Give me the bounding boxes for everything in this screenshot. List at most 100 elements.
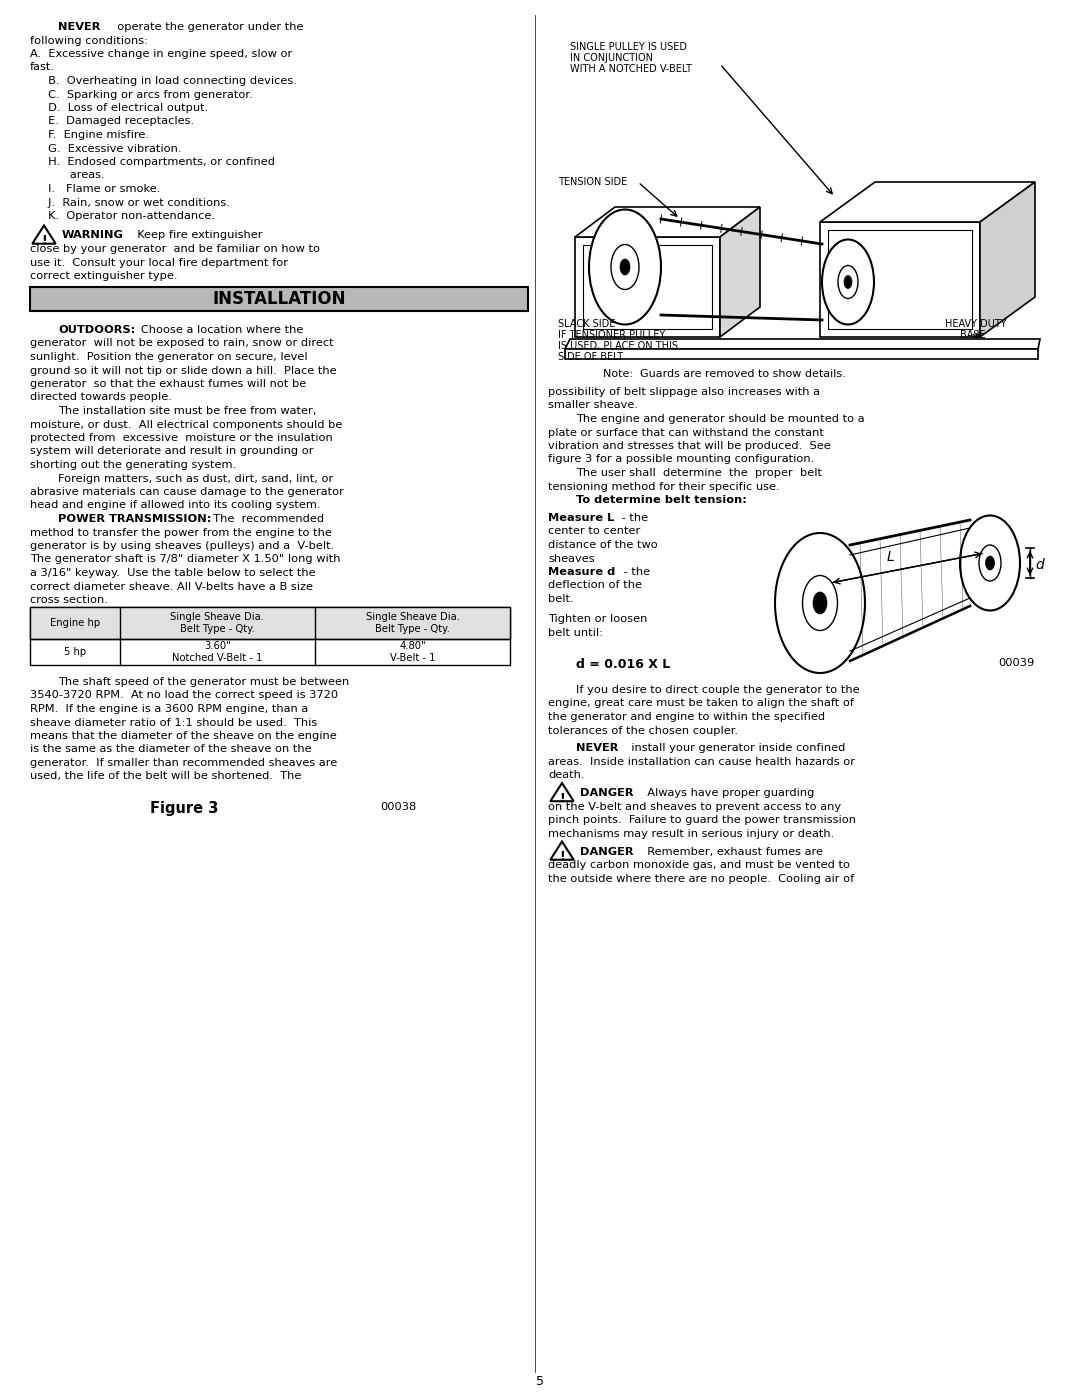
Text: close by your generator  and be familiar on how to: close by your generator and be familiar … — [30, 244, 320, 254]
Text: deadly carbon monoxide gas, and must be vented to: deadly carbon monoxide gas, and must be … — [548, 861, 850, 870]
Text: Measure L: Measure L — [548, 513, 615, 522]
Text: HEAVY DUTY: HEAVY DUTY — [945, 319, 1007, 330]
Text: F.  Engine misfire.: F. Engine misfire. — [30, 130, 149, 140]
Text: To determine belt tension:: To determine belt tension: — [576, 495, 747, 504]
Text: a 3/16" keyway.  Use the table below to select the: a 3/16" keyway. Use the table below to s… — [30, 569, 315, 578]
Text: The engine and generator should be mounted to a: The engine and generator should be mount… — [576, 414, 865, 425]
Text: following conditions:: following conditions: — [30, 35, 148, 46]
Bar — [575, 237, 720, 337]
Text: A.  Excessive change in engine speed, slow or: A. Excessive change in engine speed, slo… — [30, 49, 293, 59]
Text: sheaves: sheaves — [548, 553, 595, 563]
Text: tensioning method for their specific use.: tensioning method for their specific use… — [548, 482, 780, 492]
Text: generator  will not be exposed to rain, snow or direct: generator will not be exposed to rain, s… — [30, 338, 334, 348]
Text: C.  Sparking or arcs from generator.: C. Sparking or arcs from generator. — [30, 89, 253, 99]
Text: If you desire to direct couple the generator to the: If you desire to direct couple the gener… — [576, 685, 860, 694]
Ellipse shape — [822, 239, 874, 324]
Text: Tighten or loosen: Tighten or loosen — [548, 615, 647, 624]
Text: WITH A NOTCHED V-BELT: WITH A NOTCHED V-BELT — [570, 64, 692, 74]
Text: DANGER: DANGER — [580, 788, 634, 798]
Text: belt.: belt. — [548, 594, 573, 604]
Bar — [828, 231, 972, 330]
Text: d = 0.016 X L: d = 0.016 X L — [576, 658, 671, 671]
Text: generator is by using sheaves (pulleys) and a  V-belt.: generator is by using sheaves (pulleys) … — [30, 541, 334, 550]
Text: Keep fire extinguisher: Keep fire extinguisher — [130, 231, 262, 240]
Text: shorting out the generating system.: shorting out the generating system. — [30, 460, 237, 469]
Text: correct extinguisher type.: correct extinguisher type. — [30, 271, 177, 281]
Text: generator.  If smaller than recommended sheaves are: generator. If smaller than recommended s… — [30, 759, 337, 768]
Text: Remember, exhaust fumes are: Remember, exhaust fumes are — [640, 847, 823, 856]
Text: mechanisms may result in serious injury or death.: mechanisms may result in serious injury … — [548, 828, 834, 838]
Text: possibility of belt slippage also increases with a: possibility of belt slippage also increa… — [548, 387, 820, 397]
Text: is the same as the diameter of the sheave on the: is the same as the diameter of the sheav… — [30, 745, 312, 754]
Text: moisture, or dust.  All electrical components should be: moisture, or dust. All electrical compon… — [30, 419, 342, 429]
Text: RPM.  If the engine is a 3600 RPM engine, than a: RPM. If the engine is a 3600 RPM engine,… — [30, 704, 308, 714]
Text: tolerances of the chosen coupler.: tolerances of the chosen coupler. — [548, 725, 738, 735]
Text: Single Sheave Dia.
Belt Type - Qty.: Single Sheave Dia. Belt Type - Qty. — [171, 612, 265, 634]
Polygon shape — [980, 182, 1035, 337]
Text: distance of the two: distance of the two — [548, 541, 658, 550]
Text: 3540-3720 RPM.  At no load the correct speed is 3720: 3540-3720 RPM. At no load the correct sp… — [30, 690, 338, 700]
Text: NEVER: NEVER — [58, 22, 100, 32]
Polygon shape — [720, 207, 760, 337]
Text: 00039: 00039 — [998, 658, 1035, 668]
Text: The installation site must be free from water,: The installation site must be free from … — [58, 407, 316, 416]
Text: generator  so that the exhaust fumes will not be: generator so that the exhaust fumes will… — [30, 379, 307, 388]
Text: figure 3 for a possible mounting configuration.: figure 3 for a possible mounting configu… — [548, 454, 814, 464]
Text: DANGER: DANGER — [580, 847, 634, 856]
Text: POWER TRANSMISSION:: POWER TRANSMISSION: — [58, 514, 212, 524]
Text: sunlight.  Position the generator on secure, level: sunlight. Position the generator on secu… — [30, 352, 308, 362]
Text: 5: 5 — [536, 1375, 544, 1389]
Text: Foreign matters, such as dust, dirt, sand, lint, or: Foreign matters, such as dust, dirt, san… — [58, 474, 334, 483]
Text: WARNING: WARNING — [62, 231, 124, 240]
Ellipse shape — [611, 244, 639, 289]
Text: OUTDOORS:: OUTDOORS: — [58, 326, 135, 335]
Text: sheave diameter ratio of 1:1 should be used.  This: sheave diameter ratio of 1:1 should be u… — [30, 718, 318, 728]
Text: The shaft speed of the generator must be between: The shaft speed of the generator must be… — [58, 678, 349, 687]
Text: Measure d: Measure d — [548, 567, 616, 577]
Text: 5 hp: 5 hp — [64, 647, 86, 657]
Text: SIDE OF BELT: SIDE OF BELT — [558, 352, 623, 362]
Text: D.  Loss of electrical output.: D. Loss of electrical output. — [30, 103, 208, 113]
Text: areas.  Inside installation can cause health hazards or: areas. Inside installation can cause hea… — [548, 757, 855, 767]
Text: used, the life of the belt will be shortened.  The: used, the life of the belt will be short… — [30, 771, 301, 781]
Text: ground so it will not tip or slide down a hill.  Place the: ground so it will not tip or slide down … — [30, 366, 337, 376]
Text: Single Sheave Dia.
Belt Type - Qty.: Single Sheave Dia. Belt Type - Qty. — [365, 612, 459, 634]
Polygon shape — [565, 349, 1038, 359]
Text: directed towards people.: directed towards people. — [30, 393, 172, 402]
Text: SLACK SIDE: SLACK SIDE — [558, 319, 616, 330]
Text: Engine hp: Engine hp — [50, 617, 100, 629]
Text: vibration and stresses that will be produced.  See: vibration and stresses that will be prod… — [548, 441, 831, 451]
Text: !: ! — [41, 233, 46, 247]
Text: cross section.: cross section. — [30, 595, 108, 605]
Text: E.  Damaged receptacles.: E. Damaged receptacles. — [30, 116, 194, 127]
Ellipse shape — [960, 515, 1020, 610]
Text: - the: - the — [620, 567, 650, 577]
Ellipse shape — [843, 275, 852, 289]
Bar — [583, 244, 712, 330]
Text: on the V-belt and sheaves to prevent access to any: on the V-belt and sheaves to prevent acc… — [548, 802, 841, 812]
Ellipse shape — [986, 556, 995, 570]
Text: head and engine if allowed into its cooling system.: head and engine if allowed into its cool… — [30, 500, 321, 510]
Text: 3.60"
Notched V-Belt - 1: 3.60" Notched V-Belt - 1 — [173, 641, 262, 662]
Text: !: ! — [559, 849, 565, 863]
Text: The  recommended: The recommended — [206, 514, 324, 524]
Text: L: L — [887, 550, 894, 564]
Text: Always have proper guarding: Always have proper guarding — [640, 788, 814, 798]
Ellipse shape — [775, 534, 865, 673]
Text: engine, great care must be taken to align the shaft of: engine, great care must be taken to alig… — [548, 698, 854, 708]
Ellipse shape — [620, 258, 630, 275]
Text: plate or surface that can withstand the constant: plate or surface that can withstand the … — [548, 427, 824, 437]
Text: system will deteriorate and result in grounding or: system will deteriorate and result in gr… — [30, 447, 313, 457]
Polygon shape — [32, 225, 56, 243]
Text: method to transfer the power from the engine to the: method to transfer the power from the en… — [30, 528, 332, 538]
Text: IN CONJUNCTION: IN CONJUNCTION — [570, 53, 653, 63]
Text: K.  Operator non-attendance.: K. Operator non-attendance. — [30, 211, 215, 221]
Text: the outside where there are no people.  Cooling air of: the outside where there are no people. C… — [548, 873, 854, 883]
Text: SINGLE PULLEY IS USED: SINGLE PULLEY IS USED — [570, 42, 687, 52]
Text: H.  Endosed compartments, or confined: H. Endosed compartments, or confined — [30, 156, 275, 168]
Text: pinch points.  Failure to guard the power transmission: pinch points. Failure to guard the power… — [548, 814, 856, 826]
Text: Figure 3: Figure 3 — [150, 802, 218, 816]
Text: the generator and engine to within the specified: the generator and engine to within the s… — [548, 712, 825, 722]
Polygon shape — [575, 207, 760, 237]
Text: means that the diameter of the sheave on the engine: means that the diameter of the sheave on… — [30, 731, 337, 740]
